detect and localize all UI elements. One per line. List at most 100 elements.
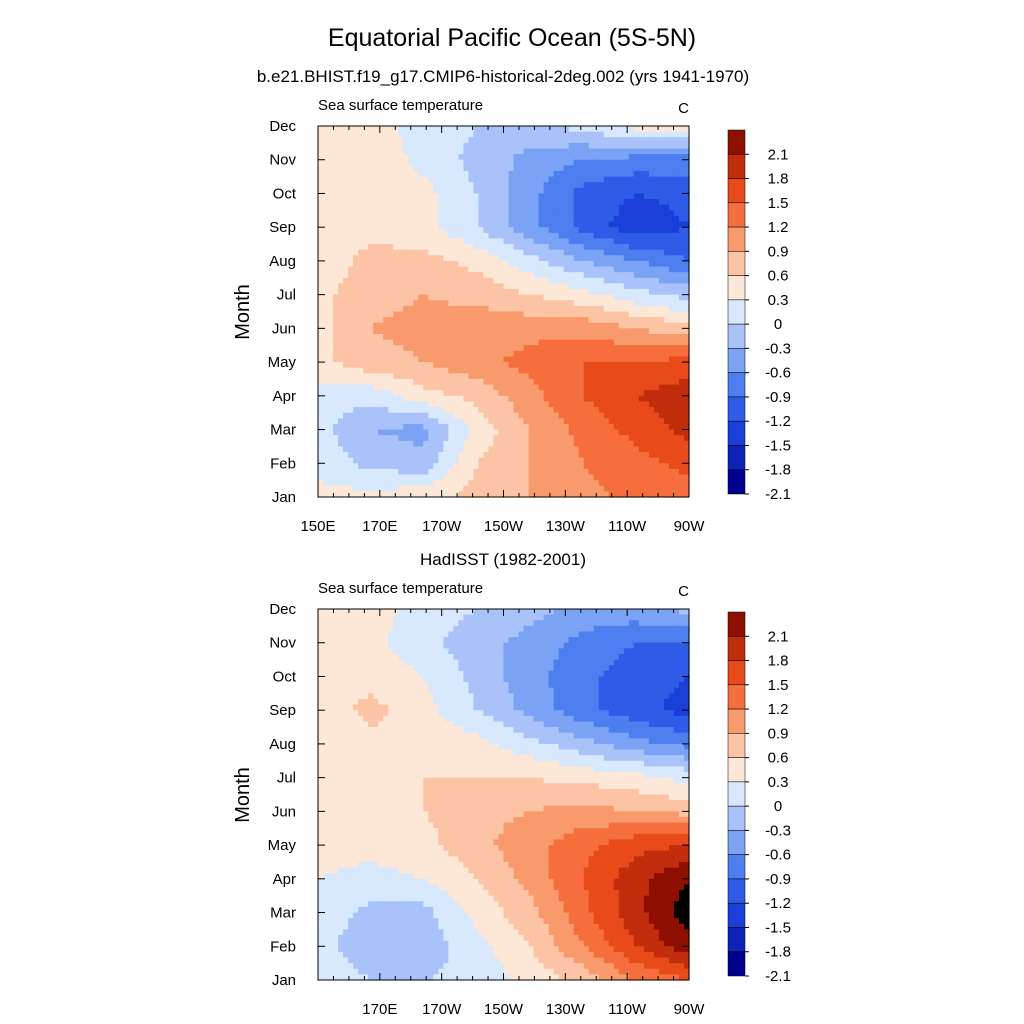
contour-cell: [498, 333, 505, 341]
contour-cell: [578, 204, 585, 211]
contour-cell: [528, 412, 535, 419]
contour-cell: [593, 345, 600, 352]
contour-cell: [508, 210, 515, 217]
contour-cell: [438, 429, 444, 436]
contour-cell: [643, 165, 650, 172]
contour-cell: [348, 294, 354, 301]
contour-cell: [608, 255, 615, 262]
contour-cell: [538, 238, 545, 245]
contour-cell: [408, 317, 414, 324]
contour-cell: [338, 474, 344, 481]
contour-cell: [558, 474, 565, 481]
contour-cell: [578, 305, 585, 313]
contour-cell: [358, 210, 364, 217]
contour-cell: [558, 199, 565, 206]
contour-cell: [673, 328, 680, 335]
contour-cell: [508, 300, 515, 307]
contour-cell: [348, 170, 354, 178]
contour-cell: [593, 210, 600, 217]
contour-cell: [568, 435, 575, 442]
contour-cell: [443, 333, 449, 341]
contour-cell: [403, 300, 409, 307]
contour-cell: [428, 305, 434, 313]
contour-cell: [393, 215, 399, 223]
contour-cell: [648, 446, 655, 453]
contour-cell: [588, 474, 595, 481]
contour-cell: [663, 227, 670, 234]
contour-cell: [508, 154, 515, 161]
contour-cell: [428, 137, 434, 144]
contour-cell: [488, 165, 495, 172]
contour-cell: [378, 193, 384, 200]
contour-cell: [578, 412, 585, 419]
contour-cell: [433, 446, 439, 453]
contour-cell: [428, 384, 434, 391]
contour-cell: [558, 131, 565, 138]
contour-cell: [673, 412, 680, 419]
contour-cell: [428, 480, 434, 487]
contour-cell: [568, 345, 575, 352]
contour-cell: [628, 362, 635, 369]
contour-cell: [493, 418, 500, 425]
contour-cell: [643, 182, 650, 189]
contour-cell: [493, 249, 500, 256]
contour-cell: [323, 480, 329, 487]
contour-cell: [398, 362, 404, 369]
contour-cell: [628, 429, 635, 436]
y-tick-label: Nov: [269, 152, 296, 169]
contour-cell: [503, 204, 510, 211]
contour-cell: [543, 131, 550, 138]
contour-cell: [638, 418, 645, 425]
contour-cell: [418, 187, 424, 195]
contour-cell: [548, 187, 555, 195]
contour-cell: [583, 328, 590, 335]
contour-cell: [568, 294, 575, 301]
contour-cell: [338, 485, 344, 492]
contour-cell: [453, 378, 459, 386]
contour-cell: [413, 356, 419, 363]
contour-cell: [458, 407, 464, 414]
contour-cell: [578, 463, 585, 470]
contour-cell: [338, 300, 344, 307]
contour-cell: [373, 345, 379, 352]
contour-cell: [493, 305, 500, 313]
contour-cell: [448, 193, 454, 200]
contour-cell: [563, 463, 570, 470]
contour-cell: [353, 463, 359, 470]
contour-cell: [503, 238, 510, 245]
contour-cell: [678, 154, 685, 161]
contour-cell: [458, 215, 464, 223]
contour-cell: [638, 350, 645, 358]
contour-cell: [573, 457, 580, 464]
contour-cell: [553, 322, 560, 329]
contour-cell: [423, 305, 429, 313]
contour-cell: [548, 289, 555, 296]
contour-cell: [603, 260, 610, 268]
contour-cell: [318, 283, 324, 290]
contour-cell: [418, 435, 424, 442]
contour-cell: [418, 283, 424, 290]
contour-cell: [548, 210, 555, 217]
contour-cell: [558, 457, 565, 464]
contour-cell: [483, 199, 490, 206]
contour-cell: [383, 350, 389, 358]
contour-cell: [448, 260, 454, 268]
contour-cell: [503, 300, 510, 307]
contour-cell: [663, 339, 670, 346]
contour-cell: [568, 362, 575, 369]
contour-cell: [503, 277, 510, 284]
contour-cell: [358, 384, 364, 391]
contour-cell: [388, 457, 394, 464]
contour-cell: [483, 423, 490, 431]
contour-cell: [413, 305, 419, 313]
contour-cell: [488, 446, 495, 453]
contour-cell: [483, 311, 490, 318]
contour-cell: [418, 176, 424, 183]
contour-cell: [548, 294, 555, 301]
contour-cell: [588, 131, 595, 138]
contour-cell: [603, 367, 610, 374]
contour-cell: [498, 255, 505, 262]
contour-cell: [503, 468, 510, 476]
contour-cell: [433, 266, 439, 273]
